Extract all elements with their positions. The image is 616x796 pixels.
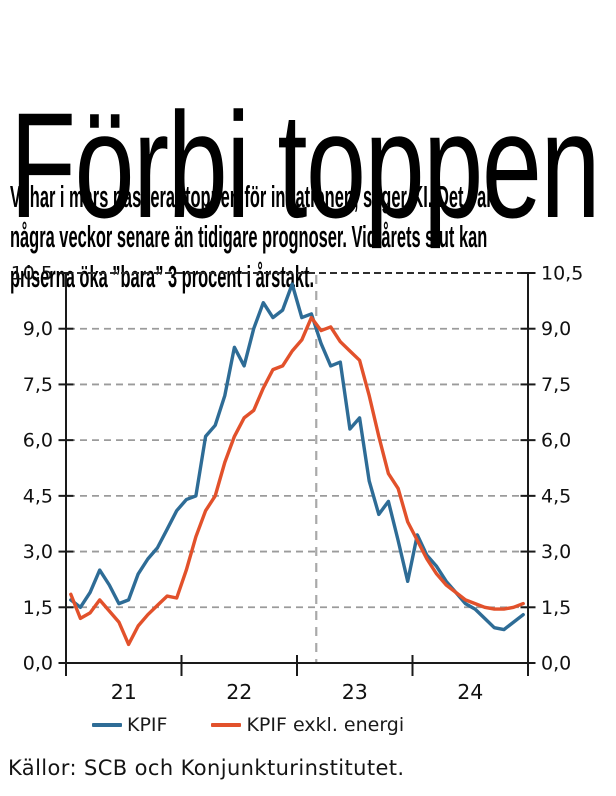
x-axis-label: 22 — [226, 680, 252, 704]
y-axis-label-left: 0,0 — [23, 653, 53, 675]
legend-label-kpif: KPIF — [127, 714, 168, 736]
y-axis-label-left: 6,0 — [23, 430, 53, 452]
y-axis-label-right: 9,0 — [541, 318, 571, 340]
series-line-kpif — [69, 282, 525, 632]
y-axis-label-left: 4,5 — [23, 485, 53, 507]
series-line-kpif-exkl-energi — [69, 315, 525, 647]
x-axis-label: 24 — [457, 680, 483, 704]
page-title: Förbi toppen — [10, 80, 601, 249]
y-axis-label-left: 9,0 — [23, 318, 53, 340]
legend-label-kpif-exkl-energi: KPIF exkl. energi — [246, 714, 405, 736]
y-axis-label-right: 4,5 — [541, 485, 571, 507]
x-axis-label: 23 — [342, 680, 368, 704]
y-axis-label-right: 0,0 — [541, 653, 571, 675]
kpif-exkl-energi-line-swatch — [211, 723, 242, 727]
plot-frame — [65, 273, 529, 664]
chart-legend: KPIF KPIF exkl. energi — [92, 714, 404, 736]
y-axis-label-right: 1,5 — [541, 597, 571, 619]
y-axis-label-right: 3,0 — [541, 541, 571, 563]
y-axis-label-left: 7,5 — [23, 374, 53, 396]
legend-item-kpif-exkl-energi: KPIF exkl. energi — [211, 714, 404, 736]
intro-paragraph: Vi har i mars passerat toppen för inflat… — [10, 179, 493, 294]
y-axis-label-right: 6,0 — [541, 430, 571, 452]
y-axis-label-left: 10,5 — [11, 263, 53, 285]
y-axis-label-right: 7,5 — [541, 374, 571, 396]
kpif-line-swatch — [92, 723, 122, 727]
y-axis-label-left: 3,0 — [23, 541, 53, 563]
x-axis-label: 21 — [111, 680, 137, 704]
y-axis-label-right: 10,5 — [541, 263, 583, 285]
y-axis-label-left: 1,5 — [23, 597, 53, 619]
legend-item-kpif: KPIF — [92, 714, 167, 736]
sources-caption: Källor: SCB och Konjunkturinstitutet. — [8, 756, 405, 780]
